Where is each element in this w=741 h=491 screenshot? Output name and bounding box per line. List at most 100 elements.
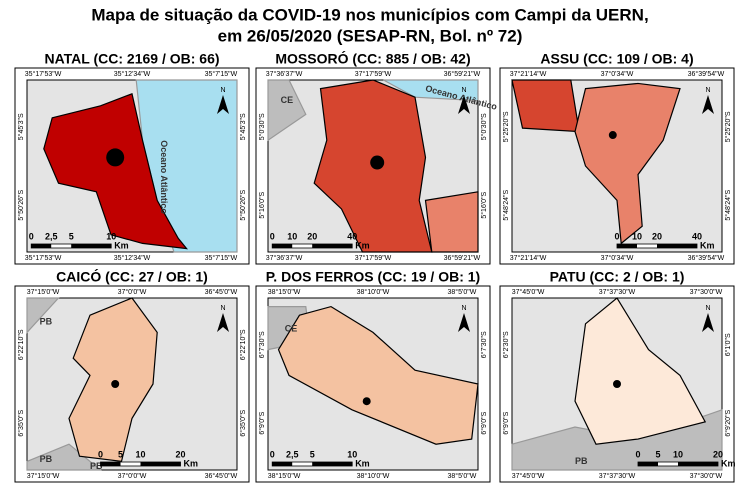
north-arrow (217, 313, 229, 332)
panel-title: CAICÓ (CC: 27 / OB: 1) (56, 268, 208, 285)
scale-label: 10 (347, 449, 357, 459)
bottom-tick-label: 38°5'0"W (448, 472, 477, 480)
top-tick-label: 36°39'54"W (688, 70, 725, 78)
region (68, 297, 158, 463)
bottom-tick-label: 35°7'15"W (205, 254, 238, 262)
top-tick-label: 37°0'0"W (118, 288, 147, 296)
top-tick-label: 35°7'15"W (205, 70, 238, 78)
title-line: Mapa de situação da COVID-19 nos municíp… (91, 5, 648, 24)
scale-unit: Km (355, 458, 370, 468)
scale-label: 10 (287, 231, 297, 241)
scale-label: 20 (652, 231, 662, 241)
region (574, 297, 707, 445)
top-tick-label: 37°36'37"W (266, 70, 303, 78)
top-tick-label: 38°10'0"W (357, 288, 390, 296)
city-point (362, 397, 371, 406)
north-arrow (458, 95, 470, 114)
top-tick-label: 35°12'34"W (114, 70, 151, 78)
title-line: em 26/05/2020 (SESAP-RN, Bol. nº 72) (218, 26, 523, 45)
scale-unit: Km (114, 240, 129, 250)
right-tick-label: 5°0'30"S (480, 113, 488, 140)
north-label: N (461, 305, 466, 312)
city-point (111, 380, 120, 388)
scale-label: 40 (347, 231, 357, 241)
north-label: N (220, 305, 225, 312)
scale-bar-segment (638, 462, 658, 466)
map-label: PB (40, 316, 53, 326)
scale-bar-segment (100, 462, 121, 466)
bottom-tick-label: 37°37'30"W (599, 472, 636, 480)
bottom-tick-label: 37°15'0"W (27, 472, 60, 480)
right-tick-label: 6°9'20"S (724, 409, 732, 436)
map-label: PB (575, 456, 588, 466)
city-point (106, 148, 125, 167)
right-tick-label: 6°9'0"S (480, 411, 488, 434)
right-tick-label: 6°7'30"S (480, 331, 488, 358)
map-label: Oceano Atlântico (159, 140, 169, 214)
scale-bar-segment (31, 244, 52, 248)
region (511, 79, 580, 133)
left-tick-label: 5°25'20"S (502, 111, 510, 142)
region (26, 443, 103, 471)
left-tick-label: 6°9'0"S (258, 411, 266, 434)
bottom-tick-label: 37°0'0"W (118, 472, 147, 480)
scale-label: 5 (655, 449, 660, 459)
top-tick-label: 37°37'30"W (599, 288, 636, 296)
map-label: PB (40, 454, 53, 464)
scale-unit: Km (184, 458, 199, 468)
north-label: N (220, 87, 225, 94)
scale-label: 20 (713, 449, 723, 459)
bottom-tick-label: 36°59'21"W (444, 254, 481, 262)
top-tick-label: 38°5'0"W (448, 288, 477, 296)
left-tick-label: 5°48'24"S (502, 189, 510, 220)
scale-label: 5 (118, 449, 123, 459)
region (267, 79, 307, 142)
map-label: CE (281, 95, 294, 105)
scale-label: 10 (673, 449, 683, 459)
scale-label: 10 (632, 231, 642, 241)
north-arrow (702, 313, 714, 332)
panel-title: PATU (CC: 2 / OB: 1) (550, 269, 685, 285)
top-tick-label: 37°21'14"W (510, 70, 547, 78)
panel-title: MOSSORÓ (CC: 885 / OB: 42) (275, 50, 470, 67)
scale-label: 0 (614, 231, 619, 241)
scale-bar-segment (140, 462, 181, 466)
left-tick-label: 5°50'26"S (17, 189, 25, 220)
bottom-tick-label: 35°17'53"W (25, 254, 62, 262)
north-arrow (702, 95, 714, 114)
right-tick-label: 6°35'0"S (239, 409, 247, 436)
right-tick-label: 5°50'26"S (239, 189, 247, 220)
bottom-tick-label: 37°21'14"W (510, 254, 547, 262)
region (277, 305, 479, 445)
left-tick-label: 6°22'10"S (17, 329, 25, 360)
scale-bar-segment (272, 244, 293, 248)
left-tick-label: 6°9'0"S (502, 411, 510, 434)
scale-label: 0 (270, 231, 275, 241)
scale-label: 20 (175, 449, 185, 459)
right-tick-label: 6°22'10"S (239, 329, 247, 360)
north-label: N (705, 305, 710, 312)
scale-label: 40 (692, 231, 702, 241)
bottom-tick-label: 36°45'0"W (205, 472, 238, 480)
scale-bar-segment (678, 462, 718, 466)
region (574, 82, 681, 245)
panel-title: P. DOS FERROS (CC: 19 / OB: 1) (266, 269, 480, 285)
scale-label: 5 (69, 231, 74, 241)
top-tick-label: 38°15'0"W (268, 288, 301, 296)
north-arrow (458, 313, 470, 332)
bottom-tick-label: 35°12'34"W (114, 254, 151, 262)
left-tick-label: 6°7'30"S (258, 331, 266, 358)
scale-label: 5 (310, 449, 315, 459)
scale-label: 0 (29, 231, 34, 241)
north-arrow (217, 95, 229, 114)
top-tick-label: 36°59'21"W (444, 70, 481, 78)
scale-unit: Km (355, 240, 370, 250)
panel-title: ASSU (CC: 109 / OB: 4) (540, 51, 693, 67)
top-tick-label: 37°45'0"W (512, 288, 545, 296)
right-tick-label: 5°25'20"S (724, 111, 732, 142)
map-label: PB (90, 461, 103, 471)
scale-label: 10 (135, 449, 145, 459)
top-tick-label: 37°15'0"W (27, 288, 60, 296)
city-point (613, 380, 621, 388)
